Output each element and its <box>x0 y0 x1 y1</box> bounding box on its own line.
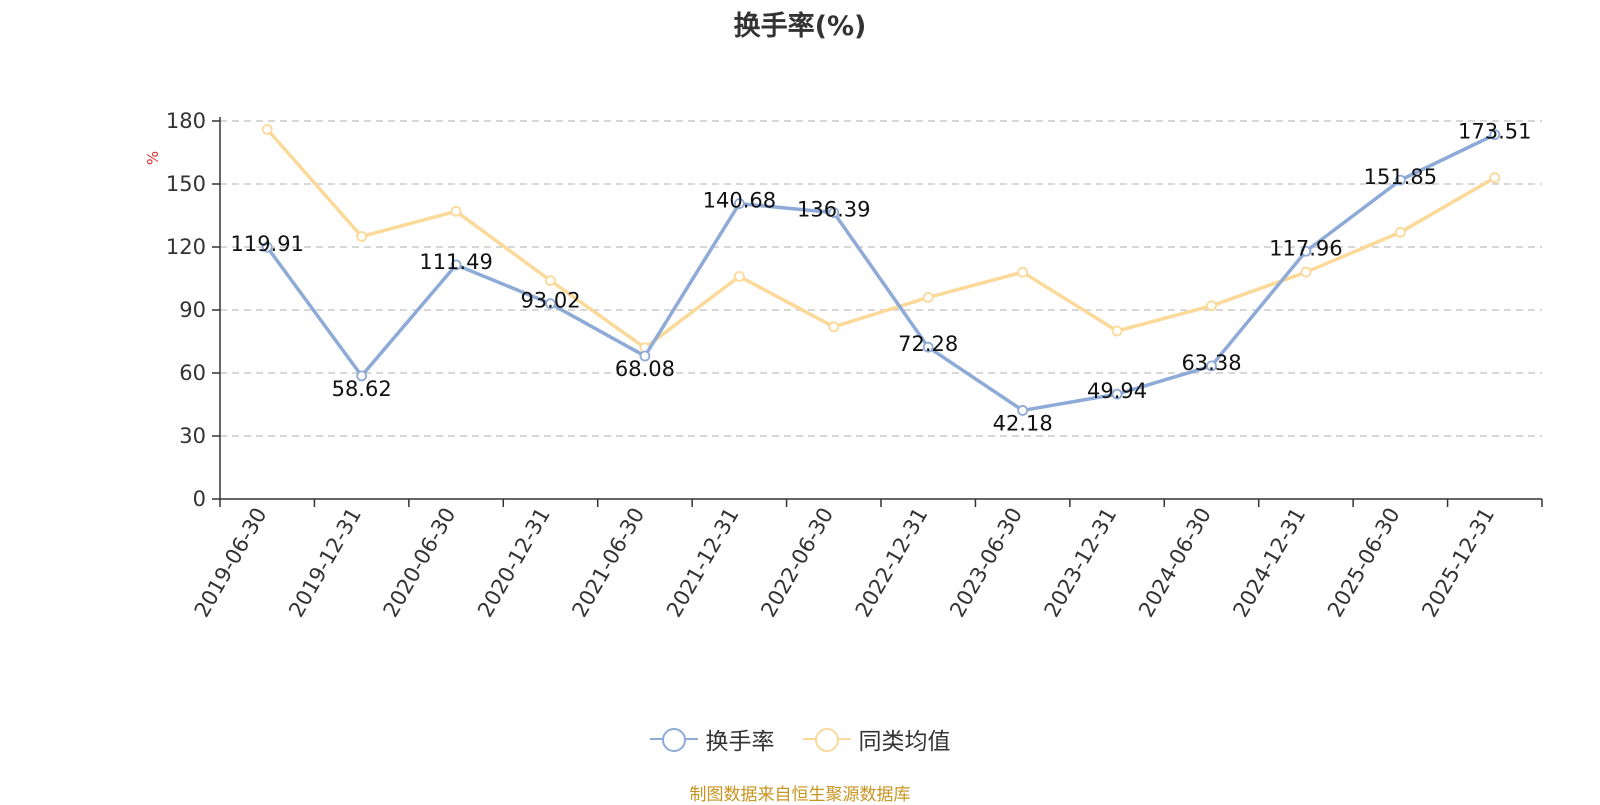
y-tick-label-120: 120 <box>166 235 206 259</box>
point-turnover-2020-12-31 <box>545 298 556 310</box>
gridlines <box>220 120 1542 437</box>
chart-title: 换手率(%) <box>733 11 867 42</box>
data-label-2019-12-31: 58.62 <box>332 377 392 401</box>
legend-turnover-label: 换手率 <box>705 729 775 755</box>
x-tick-label-2021-12-31: 2021-12-31 <box>662 504 744 622</box>
x-tick-label-2020-12-31: 2020-12-31 <box>473 504 555 622</box>
y-axis-unit-label: % <box>144 151 162 165</box>
data-label-2019-06-30: 119.91 <box>230 232 303 256</box>
point-peer-average-2023-12-31 <box>1111 325 1123 337</box>
point-turnover-2025-06-30 <box>1394 174 1406 186</box>
point-peer-average-2023-06-30 <box>1017 266 1029 278</box>
y-tick-label-60: 60 <box>179 361 206 385</box>
point-peer-average-2024-06-30 <box>1206 300 1217 312</box>
legend: 换手率 同类均值 <box>0 722 1600 756</box>
data-label-2021-12-31: 140.68 <box>703 189 776 213</box>
y-tick-label-0: 0 <box>193 487 206 511</box>
source-note: 制图数据来自恒生聚源数据库 <box>689 785 911 805</box>
x-tick-label-2021-06-30: 2021-06-30 <box>567 504 649 622</box>
x-tick-label-2025-12-31: 2025-12-31 <box>1417 504 1499 622</box>
point-peer-average-2020-06-30 <box>450 205 462 217</box>
x-tick-label-2023-12-31: 2023-12-31 <box>1040 504 1122 622</box>
series <box>261 123 1501 416</box>
data-label-2023-06-30: 42.18 <box>993 411 1053 435</box>
point-peer-average-2020-12-31 <box>545 275 556 287</box>
data-labels: 119.91 58.62 111.49 93.02 68.08 140.68 136.39 7… <box>230 120 1531 436</box>
x-tick-label-2022-12-31: 2022-12-31 <box>851 504 933 622</box>
legend-peer-average-icon <box>802 726 851 752</box>
x-tick-label-2025-06-30: 2025-06-30 <box>1323 504 1405 622</box>
point-peer-average-2019-06-30 <box>261 123 273 135</box>
x-tick-label-2020-06-30: 2020-06-30 <box>379 503 461 621</box>
point-turnover-2025-12-31 <box>1489 129 1501 141</box>
point-peer-average-2024-12-31 <box>1300 266 1312 278</box>
point-peer-average-2022-12-31 <box>922 291 934 303</box>
point-peer-average-2022-06-30 <box>828 321 840 333</box>
point-turnover-2024-12-31 <box>1300 245 1312 257</box>
data-label-2022-06-30: 136.39 <box>797 198 870 222</box>
point-turnover-2020-06-30 <box>450 259 462 271</box>
point-turnover-2022-12-31 <box>922 341 934 353</box>
data-label-2020-06-30: 111.49 <box>419 250 492 274</box>
data-label-2022-12-31: 72.28 <box>898 332 958 356</box>
point-peer-average-2019-12-31 <box>356 231 368 242</box>
legend-item-turnover[interactable]: 换手率 <box>649 722 775 756</box>
data-label-2023-12-31: 49.94 <box>1087 379 1147 403</box>
data-label-2024-12-31: 117.96 <box>1269 236 1342 260</box>
point-turnover-2021-12-31 <box>733 198 745 209</box>
x-tick-label-2019-12-31: 2019-12-31 <box>284 504 366 622</box>
data-label-2024-06-30: 63.38 <box>1181 351 1241 375</box>
legend-peer-average-label: 同类均值 <box>858 729 951 755</box>
data-label-2021-06-30: 68.08 <box>615 357 675 381</box>
data-label-2025-06-30: 151.85 <box>1364 165 1437 189</box>
point-turnover-2023-12-31 <box>1111 388 1123 400</box>
series-line-turnover <box>265 133 1496 413</box>
legend-turnover-icon <box>649 726 698 752</box>
y-tick-label-180: 180 <box>166 109 206 133</box>
series-line-peer-average <box>265 128 1496 350</box>
point-turnover-2019-06-30 <box>261 241 273 253</box>
point-turnover-2023-06-30 <box>1017 405 1029 416</box>
y-tick-label-90: 90 <box>179 298 206 322</box>
point-peer-average-2021-12-31 <box>733 270 745 282</box>
data-label-2020-12-31: 93.02 <box>520 289 580 313</box>
point-turnover-2021-06-30 <box>639 350 651 362</box>
x-tick-label-2023-06-30: 2023-06-30 <box>945 503 1027 621</box>
x-tick-label-2024-06-30: 2024-06-30 <box>1134 504 1216 622</box>
x-tick-label-2022-06-30: 2022-06-30 <box>756 504 838 622</box>
y-tick-label-30: 30 <box>179 424 206 448</box>
point-peer-average-2025-06-30 <box>1394 226 1406 238</box>
point-turnover-2022-06-30 <box>828 207 840 218</box>
legend-item-peer-average[interactable]: 同类均值 <box>802 722 951 756</box>
x-tick-label-2024-12-31: 2024-12-31 <box>1228 504 1310 622</box>
point-peer-average-2025-12-31 <box>1489 172 1501 184</box>
data-label-2025-12-31: 173.51 <box>1458 120 1531 144</box>
x-tick-label-2019-06-30: 2019-06-30 <box>190 504 272 622</box>
point-turnover-2019-12-31 <box>356 370 368 382</box>
point-turnover-2024-06-30 <box>1206 360 1217 372</box>
y-tick-label-150: 150 <box>166 172 206 196</box>
